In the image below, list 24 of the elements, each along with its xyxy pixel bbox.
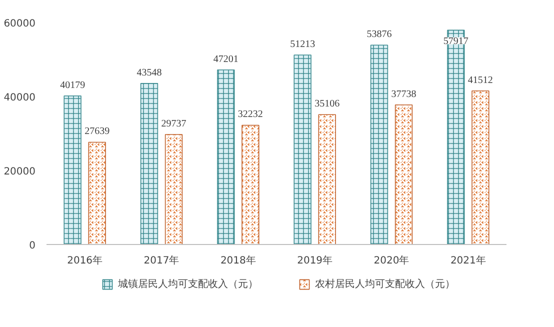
y-tick-label: 20000 bbox=[4, 166, 36, 178]
y-tick-label: 0 bbox=[29, 240, 36, 252]
x-tick-label: 2016年 bbox=[67, 254, 103, 266]
data-label: 41512 bbox=[468, 74, 493, 86]
legend-label: 城镇居民人均可支配收入（元） bbox=[118, 278, 259, 291]
x-tick-label: 2019年 bbox=[297, 254, 333, 266]
data-label: 43548 bbox=[136, 67, 162, 78]
x-tick-label: 2020年 bbox=[374, 254, 410, 266]
data-label: 27639 bbox=[84, 126, 110, 138]
data-label: 53876 bbox=[366, 29, 392, 40]
x-tick-label: 2017年 bbox=[144, 254, 180, 266]
data-label: 35106 bbox=[314, 98, 340, 110]
data-label: 29737 bbox=[161, 118, 186, 130]
x-tick-label: 2018年 bbox=[220, 254, 256, 266]
x-tick-label: 2021年 bbox=[450, 254, 486, 266]
data-label: 47201 bbox=[213, 54, 238, 65]
data-label: 37738 bbox=[391, 88, 416, 100]
y-tick-label: 60000 bbox=[4, 18, 36, 30]
data-label: 40179 bbox=[60, 80, 86, 91]
y-tick-label: 40000 bbox=[4, 92, 36, 104]
data-label: 57917 bbox=[443, 36, 468, 48]
legend-label: 农村居民人均可支配收入（元） bbox=[315, 278, 456, 291]
data-label: 32232 bbox=[238, 109, 263, 120]
data-label: 51213 bbox=[290, 39, 316, 50]
